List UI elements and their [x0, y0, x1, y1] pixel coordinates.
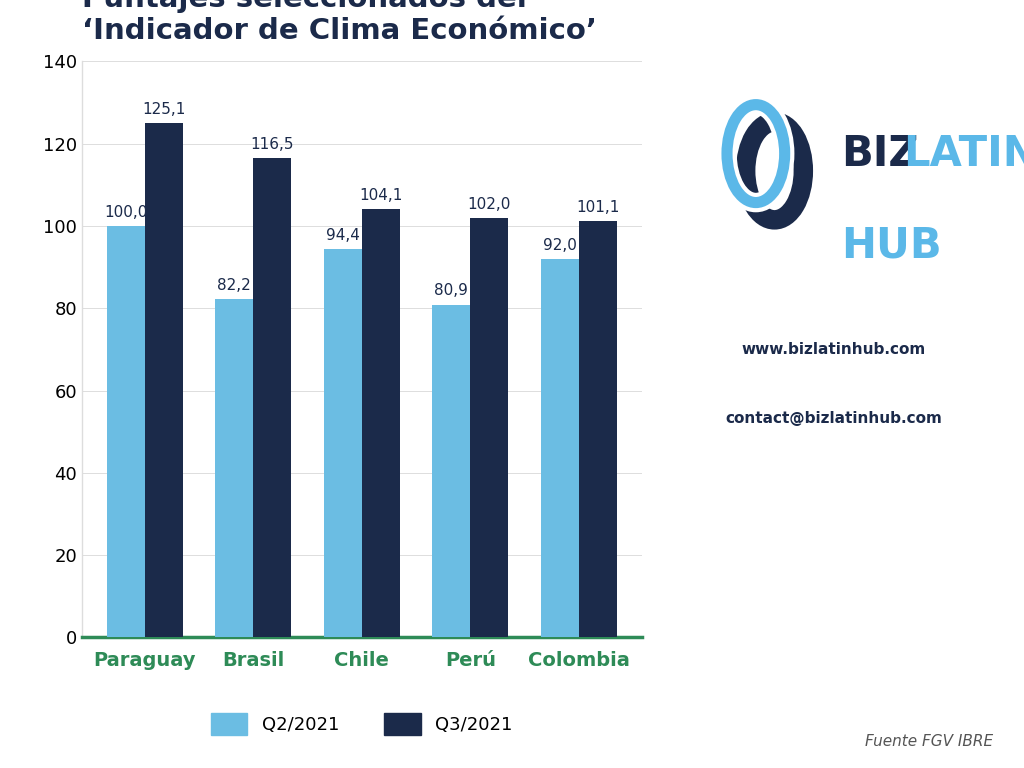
Text: 92,0: 92,0	[543, 238, 577, 253]
Text: 125,1: 125,1	[142, 101, 185, 117]
Text: HUB: HUB	[841, 225, 941, 266]
Legend: Q2/2021, Q3/2021: Q2/2021, Q3/2021	[203, 703, 521, 743]
Text: 104,1: 104,1	[359, 188, 402, 203]
Text: 100,0: 100,0	[104, 205, 147, 220]
Bar	[144, 123, 183, 637]
Bar	[215, 300, 253, 637]
Bar	[324, 249, 361, 637]
Text: 116,5: 116,5	[251, 137, 294, 152]
Bar	[470, 218, 508, 637]
Text: BIZ: BIZ	[841, 133, 919, 174]
Bar	[579, 221, 616, 637]
Text: contact@bizlatinhub.com: contact@bizlatinhub.com	[725, 411, 942, 426]
Bar	[432, 305, 470, 637]
Text: 82,2: 82,2	[217, 278, 251, 293]
Text: 101,1: 101,1	[577, 200, 620, 215]
Text: LATIN: LATIN	[903, 133, 1024, 174]
Text: Fuente FGV IBRE: Fuente FGV IBRE	[865, 733, 993, 749]
Text: 94,4: 94,4	[326, 228, 359, 243]
Bar	[253, 158, 291, 637]
Text: 102,0: 102,0	[468, 197, 511, 212]
Bar	[361, 209, 399, 637]
Bar	[106, 226, 144, 637]
Bar	[541, 259, 579, 637]
Text: www.bizlatinhub.com: www.bizlatinhub.com	[741, 342, 926, 357]
Text: 80,9: 80,9	[434, 283, 468, 299]
Text: Negocios en América Latina:
Puntajes seleccionados del
‘Indicador de Clima Econó: Negocios en América Latina: Puntajes sel…	[82, 0, 597, 45]
